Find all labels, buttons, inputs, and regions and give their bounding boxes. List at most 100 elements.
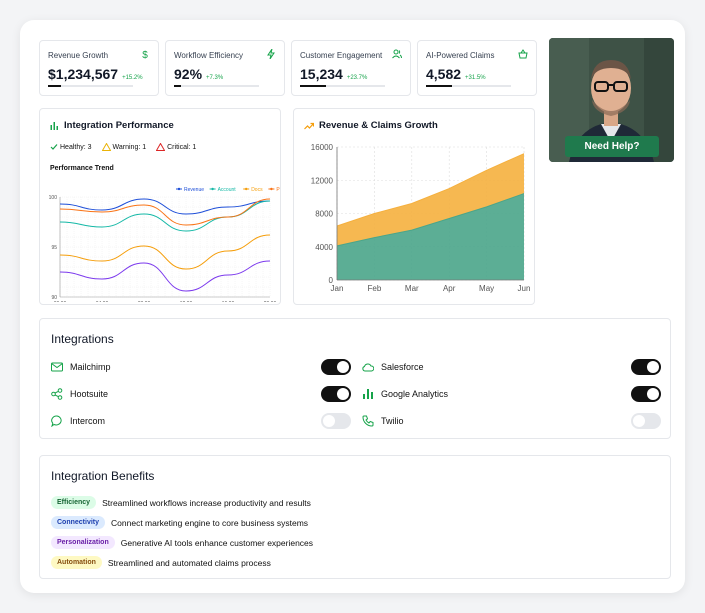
benefit-tag: Automation bbox=[51, 556, 102, 569]
stat-delta: +31.5% bbox=[465, 75, 486, 81]
stat-delta: +15.2% bbox=[122, 75, 143, 81]
y-tick-label: 0 bbox=[329, 276, 334, 285]
svg-text:$: $ bbox=[142, 50, 148, 59]
y-tick-label: 100 bbox=[49, 195, 58, 201]
y-tick-label: 16000 bbox=[311, 143, 334, 152]
integration-name: Twilio bbox=[381, 416, 404, 426]
legend-label: Docs bbox=[251, 187, 263, 193]
y-tick-label: 90 bbox=[51, 295, 57, 301]
lightning-icon bbox=[267, 49, 275, 59]
benefit-efficiency: Efficiency Streamlined workflows increas… bbox=[51, 496, 311, 509]
stat-card-engagement: Customer Engagement 15,234 +23.7% bbox=[291, 40, 411, 96]
toggle-knob bbox=[323, 415, 335, 427]
x-tick-label: Apr bbox=[443, 284, 456, 293]
warning-icon bbox=[101, 143, 111, 151]
stat-value: 4,582 +31.5% bbox=[426, 66, 486, 82]
integration-name: Intercom bbox=[70, 416, 106, 426]
stat-value: 15,234 +23.7% bbox=[300, 66, 368, 82]
phone-icon bbox=[362, 415, 374, 427]
status-summary: Healthy: 3 Warning: 1 Critical: 1 bbox=[50, 143, 196, 151]
area-series bbox=[337, 193, 524, 280]
support-agent-photo: Need Help? bbox=[549, 38, 674, 162]
chat-icon bbox=[51, 415, 62, 427]
stat-progress bbox=[48, 85, 133, 87]
y-tick-label: 12000 bbox=[311, 176, 334, 185]
x-tick-label: 00:00 bbox=[54, 301, 67, 302]
stat-label: AI-Powered Claims bbox=[426, 51, 495, 60]
stat-value: 92% +7.3% bbox=[174, 66, 224, 82]
x-tick-label: 12:00 bbox=[180, 301, 193, 302]
stat-delta: +23.7% bbox=[346, 75, 368, 81]
integrations-title: Integrations bbox=[51, 332, 114, 346]
dollar-icon: $ bbox=[142, 50, 148, 59]
y-tick-label: 8000 bbox=[315, 210, 333, 219]
benefit-tag: Connectivity bbox=[51, 516, 106, 529]
stat-progress-fill bbox=[426, 85, 452, 87]
toggle-knob bbox=[337, 388, 349, 400]
toggle-knob bbox=[647, 388, 659, 400]
stat-progress-fill bbox=[300, 85, 326, 87]
integration-performance-card: Integration Performance Healthy: 3 Warni… bbox=[39, 108, 281, 305]
legend-marker bbox=[270, 187, 273, 191]
legend-label: Account bbox=[218, 187, 237, 193]
status-critical: Critical: 1 bbox=[156, 143, 196, 151]
toggle-mailchimp[interactable] bbox=[321, 359, 351, 375]
basket-icon bbox=[518, 49, 528, 59]
toggle-hootsuite[interactable] bbox=[321, 386, 351, 402]
toggle-google-analytics[interactable] bbox=[631, 386, 661, 402]
stat-card-claims: AI-Powered Claims 4,582 +31.5% bbox=[417, 40, 537, 96]
stat-label: Revenue Growth bbox=[48, 51, 109, 60]
cloud-icon bbox=[362, 363, 374, 372]
benefit-automation: Automation Streamlined and automated cla… bbox=[51, 556, 271, 569]
series-line bbox=[59, 198, 271, 226]
users-icon bbox=[392, 49, 402, 59]
legend-label: Revenue bbox=[184, 187, 204, 193]
need-help-button[interactable]: Need Help? bbox=[565, 136, 659, 157]
x-tick-label: 16:00 bbox=[222, 301, 235, 302]
x-tick-label: Jun bbox=[518, 284, 531, 293]
benefit-tag: Efficiency bbox=[51, 496, 97, 509]
stat-label: Workflow Efficiency bbox=[174, 51, 244, 60]
trend-title: Performance Trend bbox=[50, 165, 114, 172]
status-warning: Warning: 1 bbox=[101, 143, 146, 151]
x-tick-label: 04:00 bbox=[96, 301, 109, 302]
alert-icon bbox=[156, 143, 166, 151]
toggle-knob bbox=[633, 415, 645, 427]
bar-chart-icon bbox=[50, 122, 58, 130]
dashboard: Revenue Growth $ $1,234,567 +15.2% Workfl… bbox=[20, 20, 685, 593]
integration-name: Hootsuite bbox=[70, 389, 109, 399]
toggle-salesforce[interactable] bbox=[631, 359, 661, 375]
benefit-text: Connect marketing engine to core busines… bbox=[111, 517, 309, 528]
stat-delta: +7.3% bbox=[206, 75, 224, 81]
area-series bbox=[337, 153, 524, 246]
bar-chart-icon bbox=[363, 389, 373, 399]
card-title: Revenue & Claims Growth bbox=[319, 120, 438, 131]
toggle-knob bbox=[337, 361, 349, 373]
x-tick-label: 08:00 bbox=[138, 301, 151, 302]
revenue-claims-chart: 0 4000 8000 12000 16000 Jan Feb Mar Apr May Jun bbox=[311, 143, 531, 293]
toggle-twilio[interactable] bbox=[631, 413, 661, 429]
x-tick-label: Mar bbox=[405, 284, 419, 293]
integration-hootsuite: Hootsuite bbox=[51, 388, 108, 400]
stat-progress bbox=[426, 85, 511, 87]
benefit-connectivity: Connectivity Connect marketing engine to… bbox=[51, 516, 308, 529]
stat-progress-fill bbox=[48, 85, 61, 87]
stat-progress bbox=[300, 85, 385, 87]
legend-marker bbox=[177, 187, 181, 191]
stat-progress bbox=[174, 85, 259, 87]
trending-up-icon bbox=[304, 122, 314, 129]
benefit-tag: Personalization bbox=[51, 536, 115, 549]
benefit-personalization: Personalization Generative AI tools enha… bbox=[51, 536, 313, 549]
benefit-text: Streamlined and automated claims process bbox=[107, 557, 271, 568]
integration-salesforce: Salesforce bbox=[362, 361, 424, 373]
mail-icon bbox=[51, 362, 63, 372]
x-tick-label: 20:00 bbox=[264, 301, 277, 302]
integration-mailchimp: Mailchimp bbox=[51, 361, 111, 373]
y-tick-label: 4000 bbox=[315, 243, 333, 252]
integration-google-analytics: Google Analytics bbox=[362, 388, 448, 400]
stat-value: $1,234,567 +15.2% bbox=[48, 66, 143, 82]
integration-twilio: Twilio bbox=[362, 415, 404, 427]
toggle-intercom[interactable] bbox=[321, 413, 351, 429]
integration-intercom: Intercom bbox=[51, 415, 105, 427]
toggle-knob bbox=[647, 361, 659, 373]
